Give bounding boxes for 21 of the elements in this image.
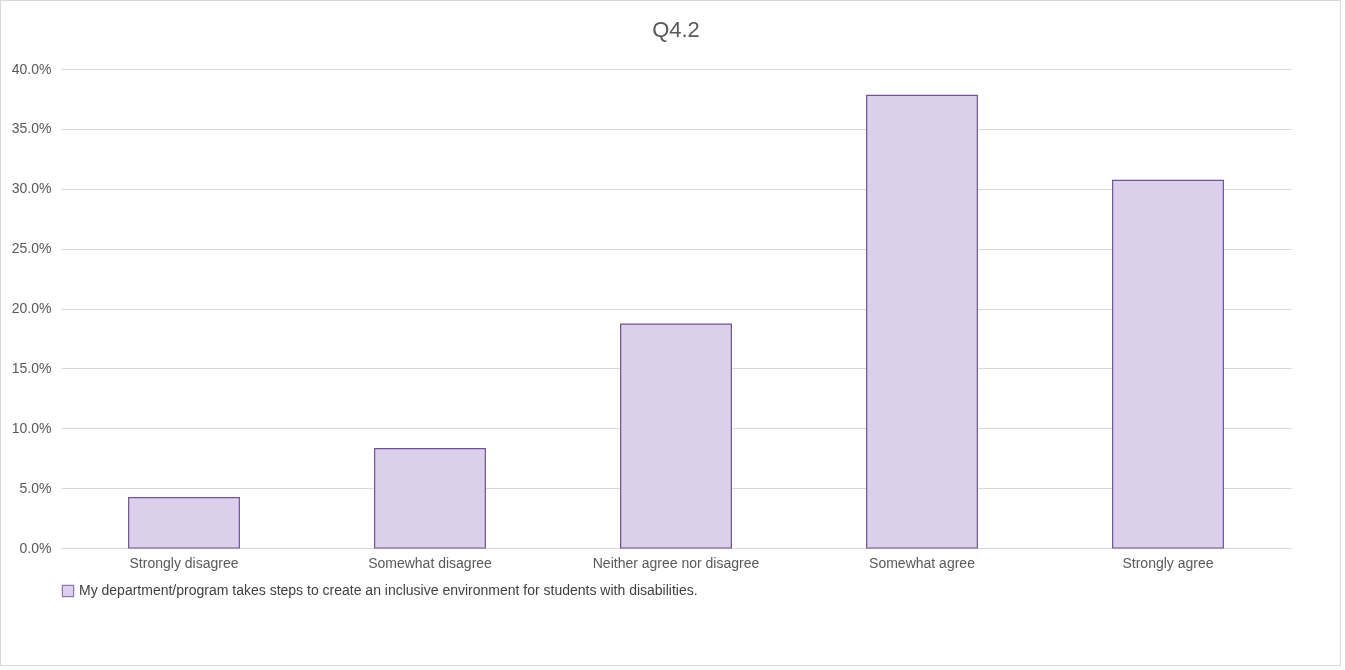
y-tick-label: 5.0% — [19, 479, 52, 496]
x-tick-label: Somewhat agree — [869, 554, 976, 571]
y-tick-label: 35.0% — [11, 120, 52, 137]
y-tick-label: 20.0% — [11, 300, 52, 316]
y-tick-label: 10.0% — [11, 419, 52, 436]
y-tick-label: 30.0% — [11, 180, 52, 197]
bar — [866, 94, 978, 549]
x-tick-label: Neither agree nor disagree — [592, 554, 760, 571]
bar — [620, 323, 732, 549]
bar — [374, 448, 486, 549]
x-tick-label: Strongly agree — [1122, 554, 1214, 571]
y-tick-label: 15.0% — [11, 359, 52, 376]
y-tick-label: 40.0% — [11, 60, 52, 77]
chart-title: Q4.2 — [652, 17, 700, 42]
bar — [128, 497, 240, 549]
y-tick-label: 0.0% — [19, 539, 52, 556]
x-tick-label: Strongly disagree — [129, 554, 239, 571]
bar — [1112, 179, 1224, 549]
y-tick-label: 25.0% — [11, 240, 52, 257]
legend-label: My department/program takes steps to create an inclusive environment for students with disabilities. — [79, 582, 698, 598]
x-tick-label: Somewhat disagree — [368, 554, 493, 571]
